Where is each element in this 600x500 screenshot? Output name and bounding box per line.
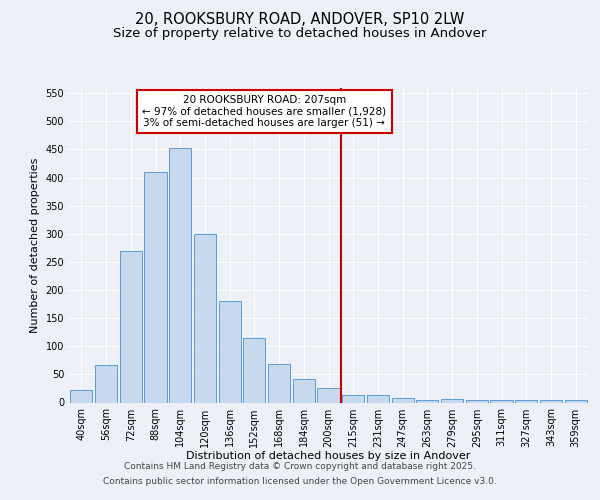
Bar <box>194 234 216 402</box>
Bar <box>70 390 92 402</box>
Bar <box>342 394 364 402</box>
Bar <box>293 379 315 402</box>
Bar <box>490 400 512 402</box>
Bar <box>540 400 562 402</box>
Text: Contains HM Land Registry data © Crown copyright and database right 2025.: Contains HM Land Registry data © Crown c… <box>124 462 476 471</box>
Text: Size of property relative to detached houses in Andover: Size of property relative to detached ho… <box>113 28 487 40</box>
Bar <box>441 399 463 402</box>
Text: Contains public sector information licensed under the Open Government Licence v3: Contains public sector information licen… <box>103 477 497 486</box>
X-axis label: Distribution of detached houses by size in Andover: Distribution of detached houses by size … <box>187 451 470 461</box>
Bar <box>243 338 265 402</box>
Bar <box>416 400 439 402</box>
Text: 20, ROOKSBURY ROAD, ANDOVER, SP10 2LW: 20, ROOKSBURY ROAD, ANDOVER, SP10 2LW <box>136 12 464 28</box>
Bar <box>317 388 340 402</box>
Bar <box>268 364 290 403</box>
Bar <box>466 400 488 402</box>
Text: 20 ROOKSBURY ROAD: 207sqm
← 97% of detached houses are smaller (1,928)
3% of sem: 20 ROOKSBURY ROAD: 207sqm ← 97% of detac… <box>142 95 386 128</box>
Y-axis label: Number of detached properties: Number of detached properties <box>30 158 40 332</box>
Bar <box>95 365 117 403</box>
Bar <box>392 398 414 402</box>
Bar <box>367 395 389 402</box>
Bar <box>145 172 167 402</box>
Bar <box>119 250 142 402</box>
Bar <box>565 400 587 402</box>
Bar <box>515 400 538 402</box>
Bar <box>169 148 191 402</box>
Bar <box>218 300 241 402</box>
